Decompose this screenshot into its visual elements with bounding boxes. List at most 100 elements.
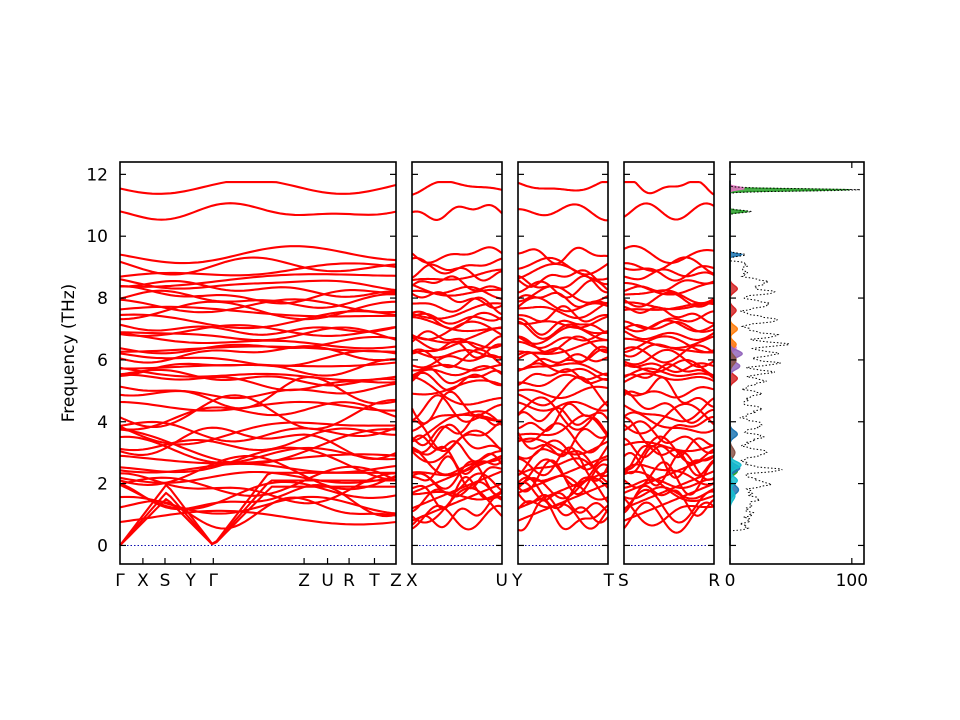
x-tick-label-U: U — [321, 571, 333, 591]
y-tick-labels: 0 2 4 6 8 10 12 — [86, 165, 108, 556]
panel-1-frame — [119, 161, 397, 565]
band-34 — [411, 336, 503, 351]
band-21 — [517, 402, 609, 432]
band-36 — [623, 330, 715, 341]
band-38 — [119, 323, 397, 336]
x-tick-label-S: S — [618, 571, 629, 591]
band-17 — [517, 427, 609, 458]
band-17 — [623, 437, 715, 459]
x-tick-label-X: X — [137, 571, 149, 591]
band-22 — [623, 397, 715, 423]
panel-1-bands — [119, 181, 397, 547]
panel-2-ticks — [412, 173, 502, 547]
band-31 — [119, 349, 397, 368]
band-37 — [517, 320, 609, 340]
band-10 — [623, 461, 715, 496]
band-29 — [623, 358, 715, 377]
panel-4-ticks — [624, 173, 714, 547]
band-10 — [411, 460, 503, 496]
x-tick-label-S: S — [160, 571, 171, 591]
band-44 — [119, 285, 396, 305]
x-tick-label-R: R — [343, 571, 355, 591]
band-18 — [517, 422, 609, 454]
band-27 — [623, 367, 715, 379]
band-26 — [517, 372, 608, 388]
band-23 — [411, 390, 503, 425]
band-40 — [623, 305, 714, 325]
band-6 — [119, 482, 397, 518]
band-29 — [412, 363, 503, 372]
y-axis-title: Frequency (THz) — [59, 284, 79, 423]
band-46 — [411, 275, 503, 292]
band-23 — [623, 388, 715, 424]
band-21 — [623, 402, 715, 435]
band-51 — [411, 203, 503, 221]
panel-4-bands — [623, 181, 715, 546]
band-21 — [119, 401, 397, 431]
band-20 — [119, 420, 397, 443]
x-tick-label-Z: Z — [390, 571, 402, 591]
band-17 — [411, 423, 503, 454]
band-44 — [411, 285, 503, 300]
band-0 — [623, 482, 715, 522]
panel-3-bands — [517, 181, 609, 546]
band-51 — [623, 202, 715, 221]
dos-panel: 0 100 — [725, 161, 868, 591]
x-tick-label-Y: Y — [511, 571, 523, 591]
band-32 — [119, 345, 397, 364]
panel-3-ticks — [518, 173, 608, 547]
band-29 — [517, 362, 609, 377]
y-tick-label: 2 — [97, 475, 108, 495]
band-24 — [119, 375, 397, 410]
band-15 — [517, 439, 609, 471]
band-35 — [518, 330, 609, 349]
band-16 — [517, 437, 609, 456]
band-49 — [624, 256, 715, 275]
band-42 — [119, 298, 397, 314]
band-52 — [624, 181, 715, 196]
band-26 — [411, 371, 503, 392]
band-44 — [623, 289, 715, 305]
dos-total-curve — [729, 180, 861, 546]
band-4 — [411, 495, 503, 529]
band-47 — [411, 268, 503, 282]
band-38 — [411, 316, 503, 333]
x-tick-label-Γ: Γ — [209, 571, 219, 591]
band-7 — [623, 486, 715, 500]
x-tick-label-T: T — [603, 571, 615, 591]
band-51 — [119, 202, 397, 221]
band-14 — [412, 445, 503, 475]
band-25 — [119, 382, 397, 400]
band-35 — [411, 330, 503, 350]
x-tick-label-U: U — [496, 571, 508, 591]
band-43 — [411, 291, 503, 309]
band-32 — [623, 344, 715, 364]
band-48 — [517, 262, 609, 281]
band-49 — [517, 256, 609, 276]
band-28 — [623, 363, 715, 380]
band-38 — [623, 319, 715, 333]
band-37 — [411, 320, 503, 341]
y-tick-label: 12 — [86, 165, 108, 185]
x-tick-label-T: T — [368, 571, 380, 591]
band-8 — [412, 489, 503, 501]
band-6 — [623, 484, 715, 517]
band-31 — [623, 348, 715, 368]
band-5 — [119, 495, 397, 515]
band-34 — [623, 335, 715, 354]
dos-frame — [729, 161, 865, 565]
band-5 — [517, 492, 609, 524]
band-39 — [623, 310, 715, 330]
band-18 — [119, 427, 397, 452]
band-52 — [411, 181, 503, 196]
band-3 — [411, 504, 503, 531]
band-47 — [517, 269, 609, 288]
x-tick-label-X: X — [406, 571, 418, 591]
band-25 — [517, 385, 609, 400]
band-35 — [624, 335, 715, 350]
